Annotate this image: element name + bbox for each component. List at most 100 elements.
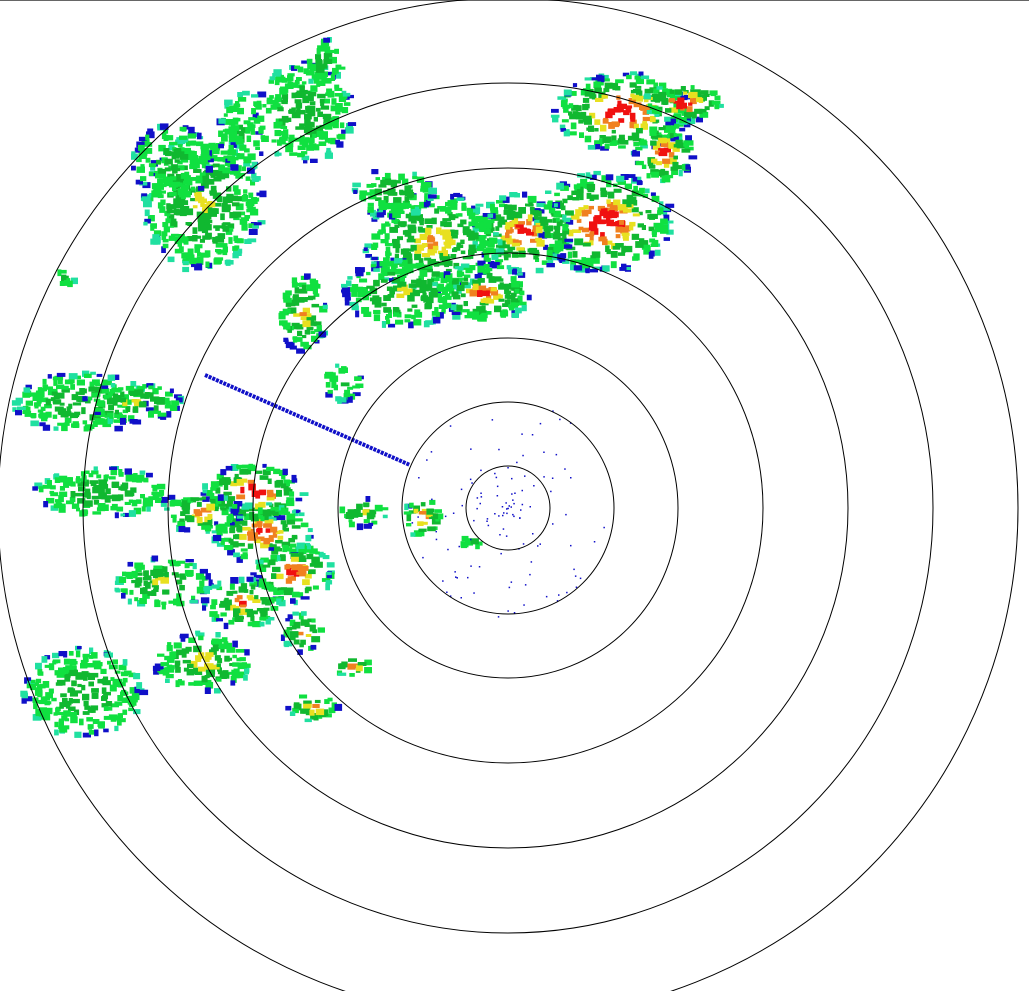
echo-cell [232, 185, 239, 192]
echo-cell [425, 320, 434, 325]
echo-cell [239, 534, 247, 540]
echo-cell [577, 173, 585, 178]
echo-cell [165, 678, 170, 683]
echo-cell [494, 214, 502, 219]
echo-cell [157, 386, 162, 390]
echo-cell [32, 714, 42, 721]
echo-cell [598, 236, 606, 242]
echo-cell [215, 242, 224, 248]
echo-cell [581, 257, 586, 263]
echo-cell [68, 373, 78, 380]
echo-cell [449, 288, 455, 294]
echo-cell [54, 670, 61, 676]
echo-cell [255, 146, 260, 150]
echo-cell [606, 199, 611, 204]
echo-cell [288, 110, 295, 114]
echo-cell [286, 568, 292, 576]
clutter-speck [426, 459, 428, 461]
echo-cell [356, 503, 363, 510]
echo-cell [228, 126, 235, 132]
echo-cell [205, 681, 214, 689]
echo-cell [316, 48, 321, 55]
echo-cell [260, 609, 267, 614]
echo-cell [334, 93, 344, 97]
echo-cell [283, 295, 291, 302]
echo-cell [113, 684, 119, 687]
echo-cell [205, 652, 214, 657]
echo-cell [107, 417, 113, 425]
echo-cell [401, 284, 408, 292]
echo-cell [472, 279, 481, 286]
echo-cell [380, 239, 389, 244]
echo-cell [293, 621, 301, 629]
echo-cell [384, 223, 391, 227]
echo-cell [353, 509, 361, 516]
echo-cell [602, 238, 608, 246]
echo-cell [594, 128, 599, 132]
echo-cell [68, 379, 75, 384]
echo-cell [108, 476, 116, 480]
echo-cell [228, 135, 238, 142]
echo-cell [116, 387, 122, 393]
echo-cell [420, 280, 427, 287]
echo-cell [559, 124, 566, 130]
echo-cell [432, 250, 438, 254]
echo-cell [371, 217, 378, 222]
echo-cell [94, 411, 101, 415]
echo-cell [213, 258, 221, 265]
echo-cell [404, 196, 409, 203]
clutter-speck [435, 538, 438, 541]
echo-cell [140, 494, 145, 499]
echo-cell [201, 163, 207, 169]
echo-cell [504, 286, 510, 291]
echo-cell [682, 102, 687, 109]
echo-cell [466, 207, 472, 213]
echo-cell [319, 98, 325, 104]
echo-cell [323, 78, 332, 84]
echo-cell [150, 569, 159, 576]
echo-cell [374, 188, 382, 196]
echo-cell [424, 218, 434, 224]
echo-cell [355, 310, 360, 318]
echo-cell [140, 176, 147, 182]
echo-cell [211, 599, 218, 605]
clutter-speck [512, 499, 514, 501]
echo-cell [681, 148, 691, 153]
echo-cell [193, 680, 203, 686]
echo-cell [411, 304, 418, 308]
echo-cell [230, 159, 236, 164]
echo-cell [653, 93, 661, 98]
echo-cell [153, 588, 159, 592]
echo-cell [105, 488, 111, 495]
echo-cell [308, 137, 315, 144]
echo-cell [617, 252, 626, 256]
echo-cell [253, 575, 263, 579]
echo-cell [76, 379, 85, 386]
echo-cell [411, 263, 417, 268]
echo-cell [357, 286, 364, 292]
echo-cell [192, 235, 202, 239]
echo-cell [251, 197, 257, 203]
echo-cell [283, 322, 291, 330]
echo-cell [615, 243, 624, 248]
echo-cell [663, 214, 670, 221]
echo-cell [78, 486, 86, 492]
echo-cell [673, 155, 678, 160]
echo-cell [467, 212, 476, 216]
echo-cell [327, 697, 333, 702]
echo-cell [262, 104, 267, 108]
echo-cell [47, 374, 52, 379]
echo-cell [143, 200, 152, 208]
echo-cell [291, 65, 298, 71]
echo-cell [275, 596, 284, 600]
echo-cell [99, 480, 108, 487]
echo-cell [162, 243, 169, 249]
echo-cell [59, 402, 65, 406]
echo-cell [157, 412, 167, 417]
echo-cell [168, 600, 174, 604]
echo-cell [287, 301, 296, 307]
echo-cell [252, 532, 258, 538]
echo-cell [504, 244, 510, 249]
echo-cell [312, 704, 320, 708]
echo-cell [224, 522, 234, 527]
